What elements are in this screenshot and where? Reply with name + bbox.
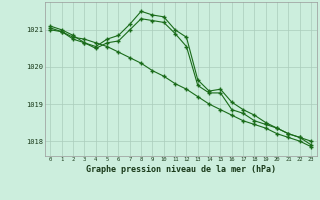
X-axis label: Graphe pression niveau de la mer (hPa): Graphe pression niveau de la mer (hPa) (86, 165, 276, 174)
